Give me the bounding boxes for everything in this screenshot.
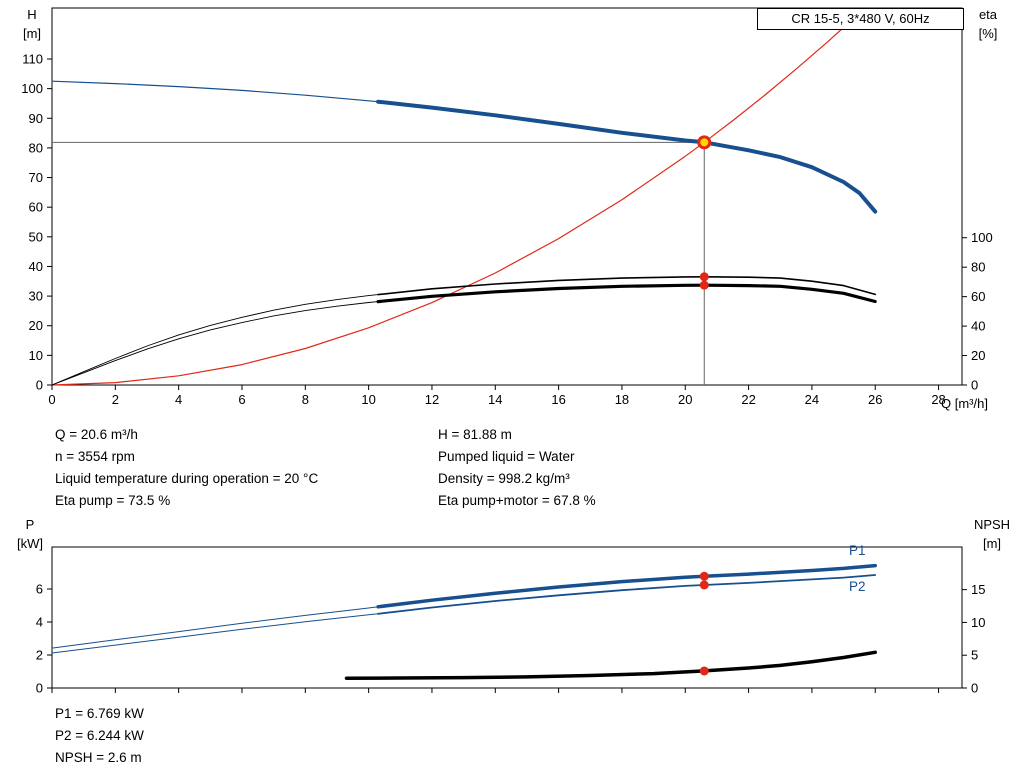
npsh-axis-label-symbol: NPSH — [973, 517, 1011, 532]
p1-curve — [376, 563, 877, 609]
eta-pump-motor-precurve — [51, 301, 379, 386]
svg-text:5: 5 — [971, 648, 978, 663]
svg-text:10: 10 — [361, 392, 375, 407]
svg-text:0: 0 — [36, 681, 43, 696]
svg-text:100: 100 — [971, 230, 993, 245]
npsh-value-text: NPSH = 2.6 m — [55, 750, 142, 765]
svg-text:24: 24 — [805, 392, 819, 407]
eta-pump-precurve — [51, 294, 379, 386]
svg-text:110: 110 — [22, 52, 43, 67]
eta-axis-label-symbol: eta — [978, 7, 998, 22]
svg-text:28: 28 — [931, 392, 945, 407]
svg-text:4: 4 — [36, 615, 43, 630]
svg-text:2: 2 — [36, 648, 43, 663]
hq-precurve — [51, 80, 379, 103]
duty-head-text: H = 81.88 m — [438, 427, 512, 442]
p1-precurve — [51, 606, 379, 649]
power-npsh-chart-y-left-axis: 0 2 4 6 — [36, 582, 52, 696]
npsh-dot — [699, 666, 709, 676]
power-npsh-chart: 0 2 4 6 0 5 10 15 — [36, 546, 985, 696]
p1-curve-label: P1 — [849, 543, 866, 558]
svg-text:100: 100 — [21, 81, 43, 96]
svg-text:80: 80 — [29, 140, 43, 155]
p2-curve-label: P2 — [849, 579, 866, 594]
svg-text:10: 10 — [971, 615, 985, 630]
duty-flow-text: Q = 20.6 m³/h — [55, 427, 138, 442]
svg-text:60: 60 — [971, 289, 985, 304]
p2-precurve — [51, 613, 379, 654]
eta-axis-label: eta [%] — [966, 5, 1010, 43]
power-info-block: P1 = 6.769 kW P2 = 6.244 kW NPSH = 2.6 m — [55, 703, 144, 769]
svg-text:0: 0 — [48, 392, 55, 407]
q-axis-label: Q [m³/h] — [941, 396, 988, 411]
duty-info-column-1: Q = 20.6 m³/h n = 3554 rpm Liquid temper… — [55, 424, 318, 512]
p1-value-text: P1 = 6.769 kW — [55, 706, 144, 721]
pump-model-title: CR 15-5, 3*480 V, 60Hz — [757, 8, 964, 30]
svg-text:6: 6 — [36, 582, 43, 597]
svg-text:14: 14 — [488, 392, 502, 407]
p-axis-label-unit: [kW] — [17, 536, 43, 551]
p-axis-label: P [kW] — [8, 515, 52, 553]
eta-pump-dot — [699, 272, 709, 282]
svg-text:22: 22 — [741, 392, 755, 407]
p2-value-text: P2 = 6.244 kW — [55, 728, 144, 743]
p1-dot — [699, 571, 709, 581]
head-efficiency-chart: 0 2 4 6 8 10 12 14 16 18 20 22 24 26 28010203040506070… — [21, 7, 993, 407]
svg-text:20: 20 — [971, 348, 985, 363]
svg-text:90: 90 — [29, 111, 43, 126]
svg-text:15: 15 — [971, 582, 985, 597]
h-axis-label-symbol: H — [27, 7, 37, 22]
pumped-liquid-text: Pumped liquid = Water — [438, 449, 575, 464]
svg-text:8: 8 — [302, 392, 309, 407]
svg-text:0: 0 — [971, 681, 978, 696]
power-npsh-chart-y-right-axis: 0 5 10 15 — [962, 582, 985, 696]
head-efficiency-chart-y-left-axis: 0 10 20 30 40 50 60 70 80 90 100 110 — [21, 52, 52, 393]
svg-text:80: 80 — [971, 260, 985, 275]
p2-dot — [699, 580, 709, 590]
svg-text:60: 60 — [29, 200, 43, 215]
head-efficiency-chart-y-right-axis: 0 20 40 60 80 100 — [962, 230, 993, 393]
svg-text:12: 12 — [425, 392, 439, 407]
p2-curve — [377, 574, 877, 615]
eta-pump-text: Eta pump = 73.5 % — [55, 493, 171, 508]
svg-text:6: 6 — [238, 392, 245, 407]
svg-text:40: 40 — [29, 259, 43, 274]
power-npsh-chart-x-axis — [51, 688, 940, 693]
speed-text: n = 3554 rpm — [55, 449, 135, 464]
head-efficiency-chart-x-axis: 0 2 4 6 8 10 12 14 16 18 20 22 24 26 28 — [48, 385, 946, 407]
eta-pump-curve — [377, 275, 877, 296]
eta-pump-motor-text: Eta pump+motor = 67.8 % — [438, 493, 596, 508]
h-axis-label: H [m] — [14, 5, 50, 43]
eta-axis-label-unit: [%] — [978, 26, 998, 41]
svg-text:0: 0 — [36, 378, 43, 393]
npsh-axis-label-unit: [m] — [982, 536, 1002, 551]
duty-point-marker — [697, 135, 712, 150]
npsh-axis-label: NPSH [m] — [964, 515, 1020, 553]
liquid-temperature-text: Liquid temperature during operation = 20… — [55, 471, 319, 486]
svg-text:10: 10 — [29, 348, 43, 363]
eta-pump-motor-dot — [699, 280, 709, 290]
svg-text:70: 70 — [29, 170, 43, 185]
h-axis-label-unit: [m] — [22, 26, 42, 41]
svg-text:26: 26 — [868, 392, 882, 407]
svg-text:2: 2 — [112, 392, 119, 407]
svg-text:16: 16 — [551, 392, 565, 407]
system-curve — [51, 8, 866, 386]
head-efficiency-chart-frame — [51, 7, 963, 386]
eta-pump-motor-curve — [376, 283, 877, 304]
svg-text:50: 50 — [29, 229, 43, 244]
duty-info-column-2: H = 81.88 m Pumped liquid = Water Densit… — [438, 424, 596, 512]
npsh-curve — [344, 650, 877, 680]
svg-text:40: 40 — [971, 319, 985, 334]
p-axis-label-symbol: P — [25, 517, 35, 532]
density-text: Density = 998.2 kg/m³ — [438, 471, 570, 486]
svg-text:18: 18 — [615, 392, 629, 407]
svg-text:0: 0 — [971, 378, 978, 393]
svg-text:30: 30 — [29, 289, 43, 304]
svg-text:4: 4 — [175, 392, 182, 407]
svg-text:20: 20 — [29, 318, 43, 333]
svg-text:20: 20 — [678, 392, 692, 407]
